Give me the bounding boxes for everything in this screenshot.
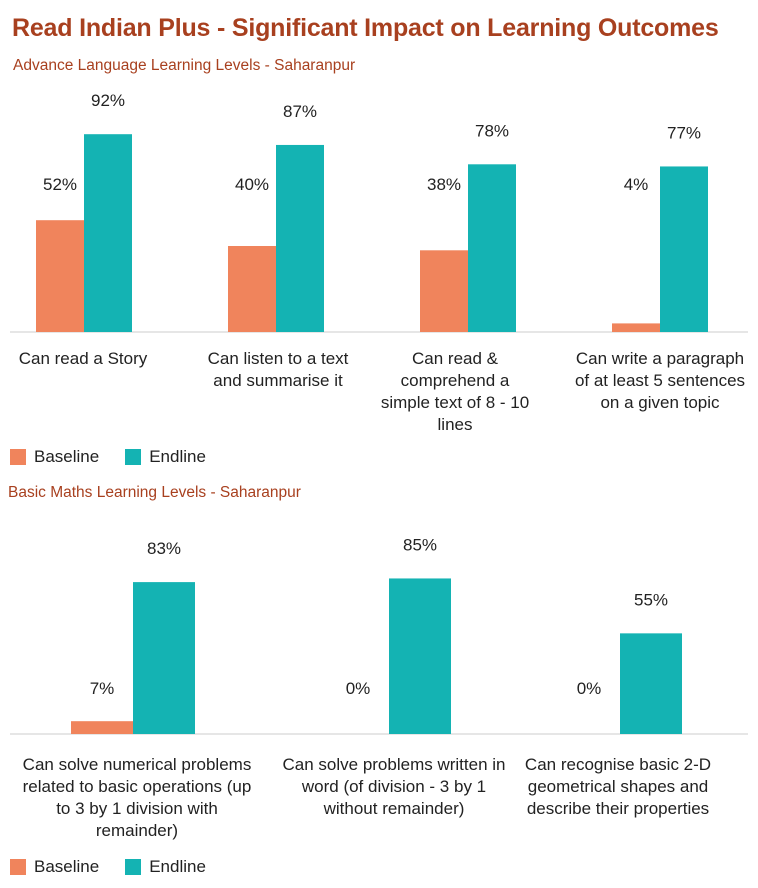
chart1-category-label: Can read & comprehend a simple text of 8… (380, 349, 530, 434)
chart2-endline-data-label: 55% (634, 590, 668, 609)
chart1-title: Advance Language Learning Levels - Sahar… (13, 57, 356, 74)
endline-swatch (125, 449, 142, 465)
chart1-endline-bar (84, 134, 132, 332)
chart2-category-label: Can solve problems written in word (of d… (282, 755, 506, 818)
chart2-endline-bar (133, 582, 195, 734)
chart2-endline-bar (389, 578, 451, 734)
chart1-endline-data-label: 78% (475, 121, 509, 140)
legend-item-endline: Endline (125, 857, 206, 877)
chart2-baseline-data-label: 7% (90, 679, 115, 698)
chart2-category-label: Can solve numerical problems related to … (22, 755, 252, 840)
page-title: Read Indian Plus - Significant Impact on… (12, 14, 719, 42)
legend-item-baseline: Baseline (10, 857, 99, 877)
chart2-endline-data-label: 85% (403, 535, 437, 554)
chart1-endline-data-label: 92% (91, 91, 125, 110)
chart1-baseline-bar (228, 246, 276, 332)
chart1-baseline-bar (36, 220, 84, 332)
legend-item-endline: Endline (125, 447, 206, 467)
chart1-endline-data-label: 77% (667, 123, 701, 142)
chart1-endline-bar (276, 144, 324, 332)
legend-label-endline: Endline (149, 447, 206, 466)
legend-label-baseline: Baseline (34, 857, 100, 876)
legend-label-baseline: Baseline (34, 447, 100, 466)
legend-item-baseline: Baseline (10, 447, 99, 467)
chart1-baseline-bar (420, 250, 468, 332)
chart1-category-label: Can write a paragraph of at least 5 sent… (574, 349, 746, 412)
chart1-baseline-data-label: 38% (427, 175, 461, 194)
chart1-endline-bar (660, 166, 708, 332)
chart2-baseline-bar (71, 721, 133, 734)
chart1-category-label: Can read a Story (18, 349, 148, 368)
chart1-endline-bar (468, 164, 516, 332)
baseline-swatch (10, 449, 26, 465)
chart1-baseline-data-label: 4% (624, 175, 649, 194)
chart1-legend: Baseline Endline (10, 447, 232, 467)
chart2-category-label: Can recognise basic 2-D geometrical shap… (524, 755, 712, 818)
chart2-endline-data-label: 83% (147, 539, 181, 558)
chart1-category-label: Can listen to a text and summarise it (207, 349, 349, 390)
chart1-baseline-data-label: 40% (235, 175, 269, 194)
baseline-swatch (10, 859, 26, 875)
chart2-endline-bar (620, 633, 682, 734)
endline-swatch (125, 859, 142, 875)
chart2-baseline-data-label: 0% (577, 679, 602, 698)
chart2-baseline-data-label: 0% (346, 679, 371, 698)
legend-label-endline: Endline (149, 857, 206, 876)
chart1-endline-data-label: 87% (283, 102, 317, 121)
chart1-baseline-bar (612, 323, 660, 332)
chart2-legend: Baseline Endline (10, 857, 232, 877)
chart1-baseline-data-label: 52% (43, 175, 77, 194)
chart2-title: Basic Maths Learning Levels - Saharanpur (8, 484, 301, 501)
